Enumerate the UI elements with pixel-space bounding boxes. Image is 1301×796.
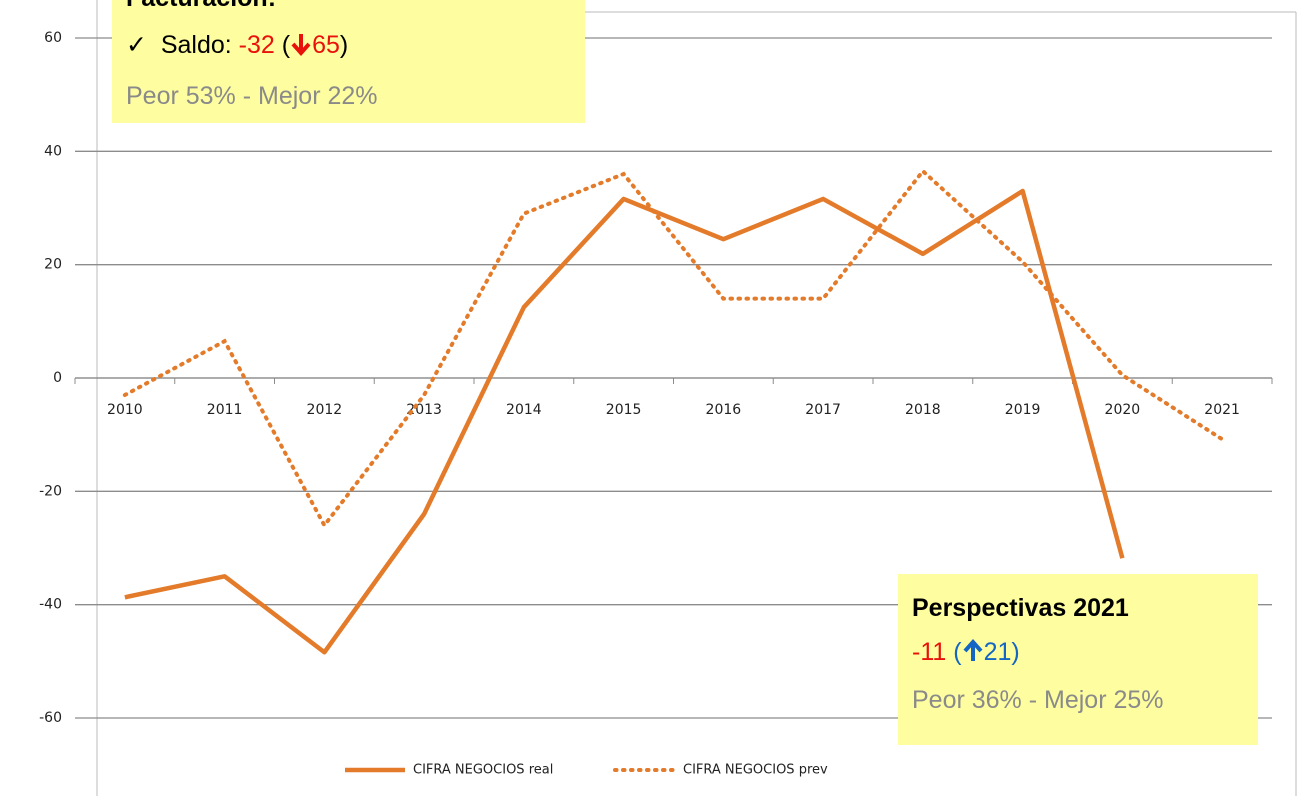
annotation-text: ( [946,638,962,666]
x-tick-label: 2016 [706,402,742,418]
x-tick-label: 2020 [1105,402,1141,418]
legend-label: CIFRA NEGOCIOS prev [683,763,828,778]
x-tick-label: 2011 [207,402,243,418]
y-tick-label: 40 [44,143,62,159]
series-line [124,188,1125,655]
annotation-value: 65 [312,31,340,59]
y-tick-label: -60 [39,710,62,726]
annotation-value: 21 [983,638,1012,666]
x-tick-label: 2017 [805,402,841,418]
annotation-value: -32 [238,31,275,59]
x-tick-label: 2015 [606,402,642,418]
annotation-detail: Peor 36% - Mejor 25% [912,686,1164,714]
annotation-title: Facturación: [126,0,276,13]
annotation-line: -11 (21) [912,638,1020,667]
x-tick-label: 2012 [307,402,343,418]
y-tick-label: 60 [44,30,62,46]
y-tick-label: 0 [53,370,62,386]
y-tick-label: -40 [39,597,62,613]
x-tick-label: 2018 [905,402,941,418]
annotation-value: -11 [912,638,947,666]
y-tick-label: -20 [39,483,62,499]
annotation-text: ) [1011,638,1020,666]
down-arrow-icon [291,34,311,56]
x-tick-label: 2014 [506,402,542,418]
annotation-text: ( [274,31,291,59]
y-tick-label: 20 [44,257,62,273]
x-tick-label: 2019 [1005,402,1041,418]
annotation-title: Perspectivas 2021 [912,594,1129,622]
annotation: Facturación: ✓ Saldo: -32 (65) Peor 53% … [112,0,585,123]
legend-label: CIFRA NEGOCIOS real [413,763,553,778]
up-arrow-icon [963,639,983,661]
x-tick-label: 2010 [107,402,143,418]
annotation-text: ) [339,31,349,59]
annotation-line: ✓ Saldo: -32 (65) [126,30,348,60]
annotation-text: ✓ Saldo: [126,31,239,59]
annotation: Perspectivas 2021 -11 (21) Peor 36% - Me… [898,574,1258,745]
x-tick-label: 2013 [406,402,442,418]
annotation-detail: Peor 53% - Mejor 22% [126,82,378,110]
series-line [122,168,1225,530]
x-tick-label: 2021 [1204,402,1240,418]
